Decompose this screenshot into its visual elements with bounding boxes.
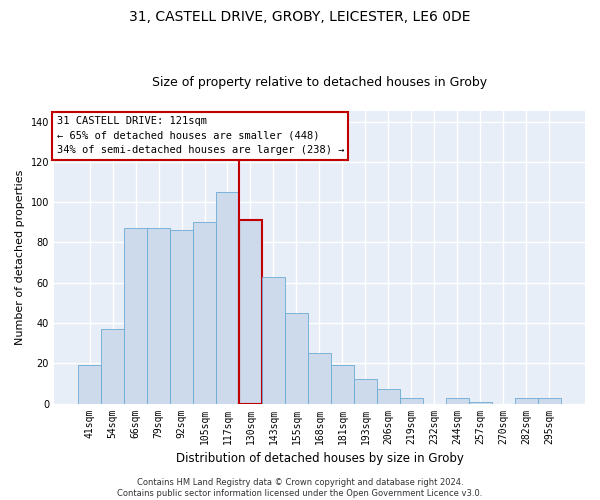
Bar <box>193 222 216 404</box>
Bar <box>285 313 308 404</box>
Bar <box>331 366 354 404</box>
Text: 31 CASTELL DRIVE: 121sqm
← 65% of detached houses are smaller (448)
34% of semi-: 31 CASTELL DRIVE: 121sqm ← 65% of detach… <box>56 116 344 156</box>
Text: 31, CASTELL DRIVE, GROBY, LEICESTER, LE6 0DE: 31, CASTELL DRIVE, GROBY, LEICESTER, LE6… <box>129 10 471 24</box>
Bar <box>446 398 469 404</box>
Title: Size of property relative to detached houses in Groby: Size of property relative to detached ho… <box>152 76 487 90</box>
Bar <box>538 398 561 404</box>
Bar <box>469 402 492 404</box>
Bar <box>124 228 147 404</box>
Bar <box>400 398 423 404</box>
Bar <box>262 276 285 404</box>
Bar <box>147 228 170 404</box>
Bar <box>515 398 538 404</box>
Bar <box>308 353 331 404</box>
Bar <box>239 220 262 404</box>
Bar <box>101 329 124 404</box>
Y-axis label: Number of detached properties: Number of detached properties <box>15 170 25 345</box>
Bar <box>170 230 193 404</box>
Bar <box>354 380 377 404</box>
Bar <box>216 192 239 404</box>
Bar <box>377 390 400 404</box>
Bar <box>78 366 101 404</box>
Text: Contains HM Land Registry data © Crown copyright and database right 2024.
Contai: Contains HM Land Registry data © Crown c… <box>118 478 482 498</box>
X-axis label: Distribution of detached houses by size in Groby: Distribution of detached houses by size … <box>176 452 463 465</box>
